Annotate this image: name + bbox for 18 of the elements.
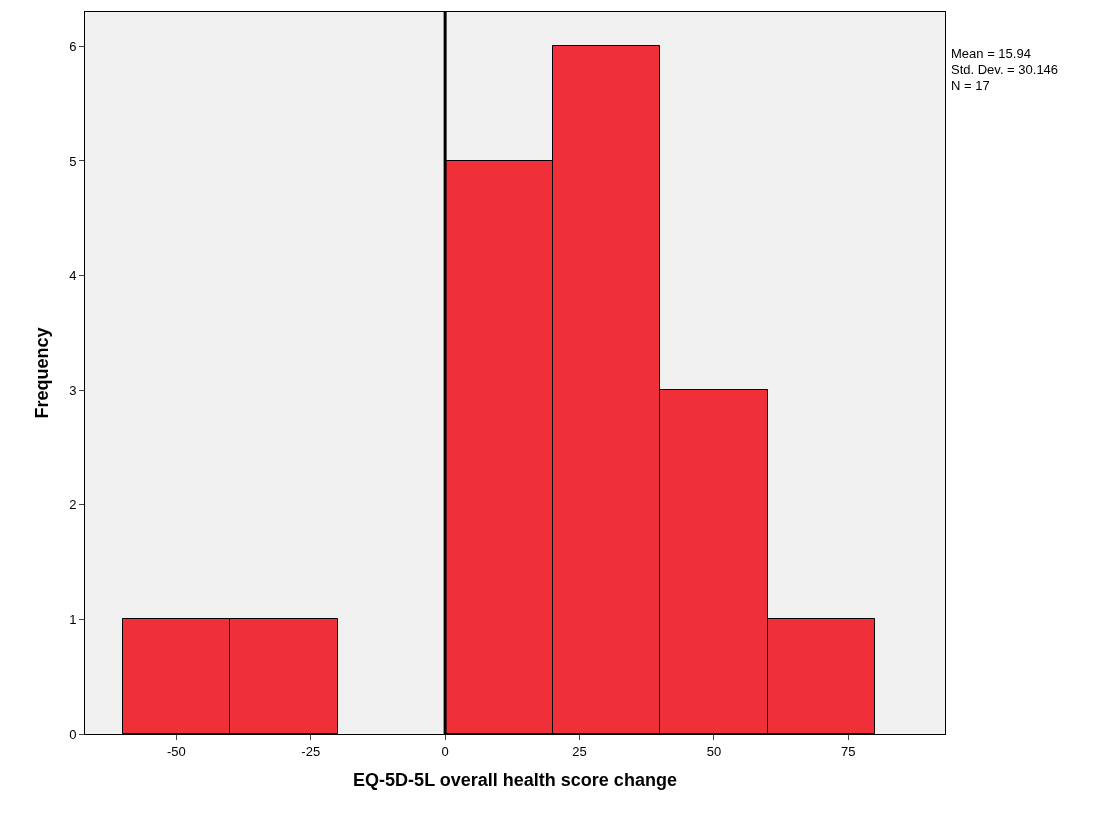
- text: N = 17: [951, 78, 990, 93]
- y-tick-label: 3: [69, 382, 77, 398]
- text: Mean = 15.94: [951, 46, 1031, 61]
- x-tick-label: 50: [706, 743, 722, 759]
- x-tick-label: -25: [301, 743, 321, 759]
- x-tick-label: 25: [572, 743, 587, 759]
- y-tick-label: 6: [69, 38, 77, 54]
- y-tick-label: 4: [69, 268, 77, 284]
- x-tick-label: -50: [166, 743, 186, 759]
- x-axis-title: EQ-5D-5L overall health score change: [353, 769, 677, 790]
- y-tick-label: 0: [69, 726, 77, 742]
- y-tick-label: 2: [69, 497, 77, 513]
- y-tick-label: 1: [69, 611, 77, 627]
- y-tick-label: 5: [69, 153, 77, 169]
- x-tick-label: 0: [441, 743, 449, 759]
- x-tick-label: 75: [841, 743, 856, 759]
- y-axis-title: Frequency: [32, 327, 53, 419]
- text: Std. Dev. = 30.146: [951, 62, 1059, 77]
